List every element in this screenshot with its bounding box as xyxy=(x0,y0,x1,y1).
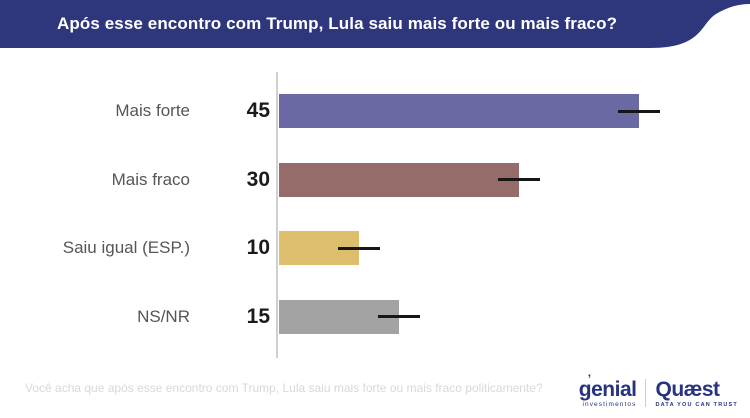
bar-track xyxy=(279,162,750,197)
bar-track xyxy=(279,94,750,129)
survey-question-footnote: Você acha que após esse encontro com Tru… xyxy=(25,381,543,395)
bar xyxy=(279,94,639,129)
bar-row-mais-forte: Mais forte 45 xyxy=(0,77,750,146)
value-label: 45 xyxy=(246,99,270,123)
quaest-tagline: DATA YOU CAN TRUST xyxy=(655,401,738,408)
page-title: Após esse encontro com Trump, Lula saiu … xyxy=(57,14,618,33)
value-label: 15 xyxy=(246,304,270,328)
error-dash-icon xyxy=(618,109,660,113)
bar-row-saiu-igual: Saiu igual (ESP.) 10 xyxy=(0,214,750,283)
banner-wave-shape xyxy=(0,0,750,48)
bar-track xyxy=(279,231,750,266)
error-dash-icon xyxy=(498,178,540,182)
bar xyxy=(279,162,519,197)
genial-tagline: investimentos xyxy=(582,400,637,408)
genial-accent-mark: ʼ xyxy=(587,371,591,386)
bar-row-mais-fraco: Mais fraco 30 xyxy=(0,146,750,215)
category-label: NS/NR xyxy=(137,306,190,326)
bar-track xyxy=(279,299,750,334)
value-label: 30 xyxy=(246,167,270,191)
category-label: Mais forte xyxy=(115,101,190,121)
genial-logo: ʼ genial investimentos xyxy=(578,373,637,409)
bar-chart: Mais forte 45 Mais fraco 30 Saiu igual (… xyxy=(0,77,750,351)
genial-name: genial xyxy=(578,377,637,401)
category-label: Mais fraco xyxy=(111,169,190,189)
genial-wordmark: ʼ genial xyxy=(578,373,637,401)
value-label: 10 xyxy=(246,236,270,260)
quaest-wordmark: Quæst xyxy=(655,377,720,401)
quaest-logo: Quæst DATA YOU CAN TRUST xyxy=(655,379,738,409)
chart-baseline-axis xyxy=(276,72,278,358)
error-dash-icon xyxy=(338,246,380,250)
branding-logos: ʼ genial investimentos Quæst DATA YOU CAN… xyxy=(578,373,738,409)
header-banner: Após esse encontro com Trump, Lula saiu … xyxy=(0,0,750,56)
bar-row-ns-nr: NS/NR 15 xyxy=(0,283,750,352)
logo-divider xyxy=(645,379,647,408)
error-dash-icon xyxy=(378,315,420,319)
category-label: Saiu igual (ESP.) xyxy=(62,238,190,258)
